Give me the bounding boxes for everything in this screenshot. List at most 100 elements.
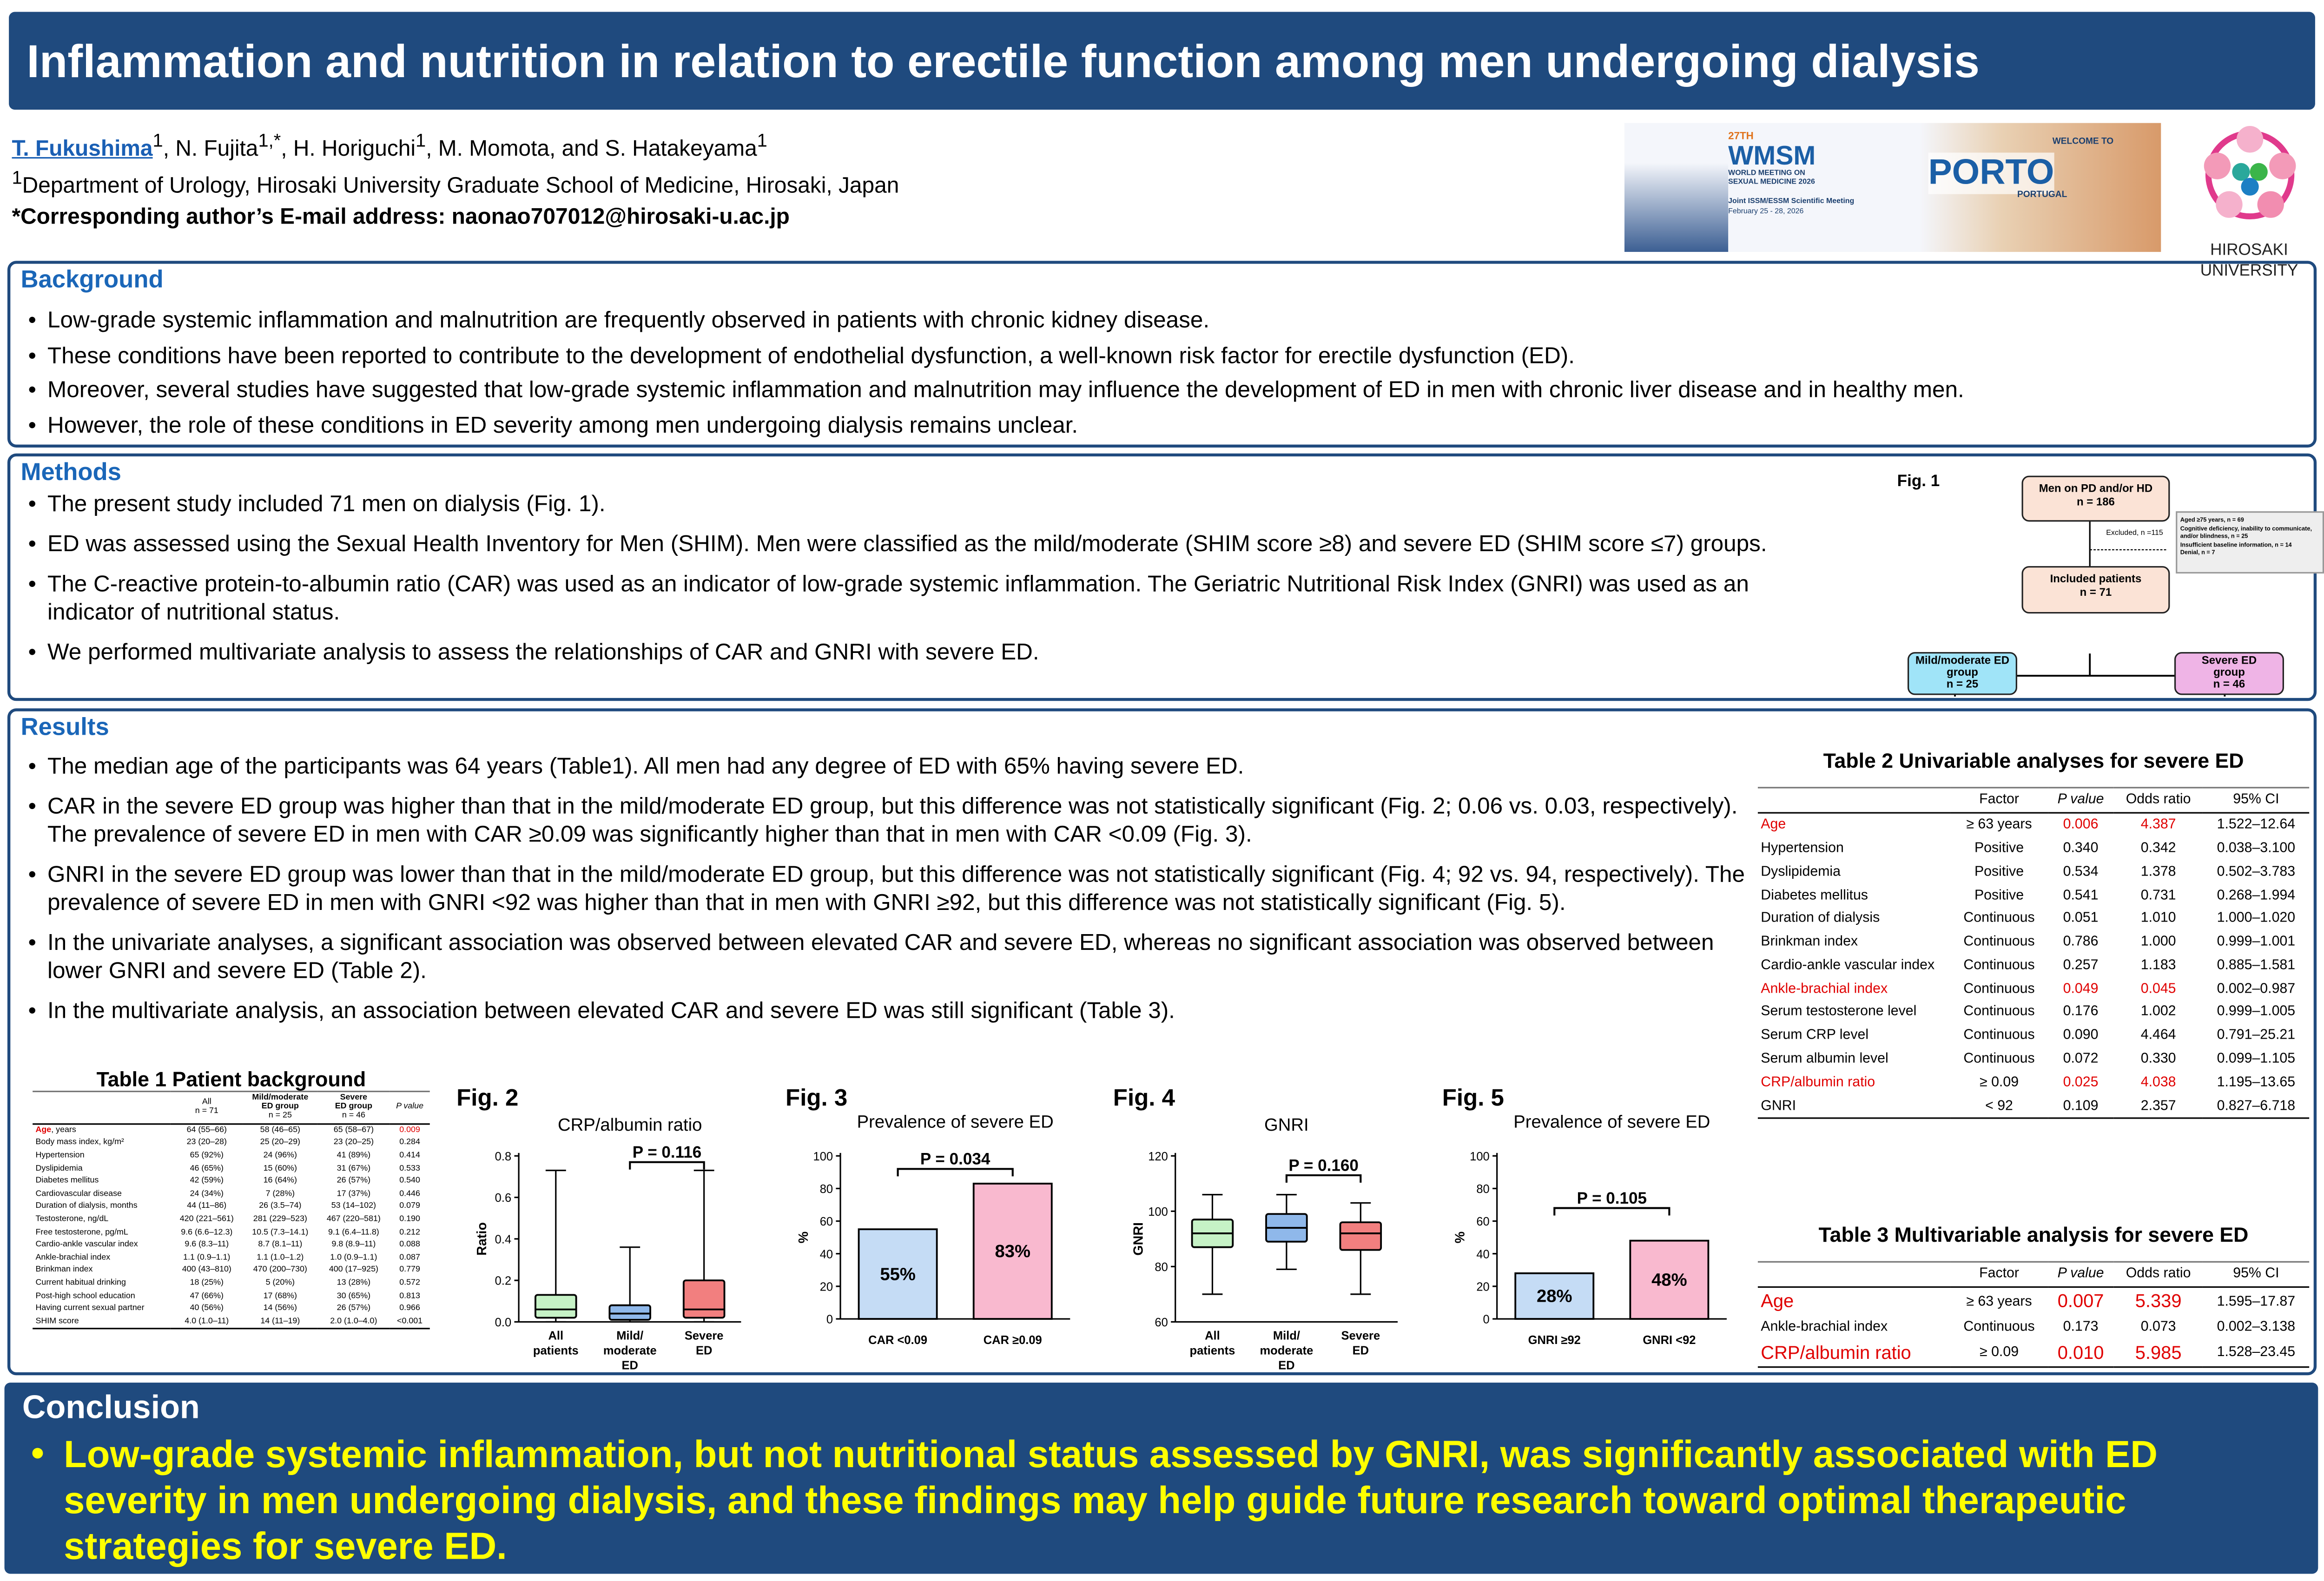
conference-banner: 27TH WMSM WORLD MEETING ON SEXUAL MEDICIN… — [1624, 123, 2161, 252]
flow-box-mild: Mild/moderate ED group n = 25 — [1907, 652, 2017, 695]
figure-3: Fig. 3 Prevalence of severe ED 0 20 40 60 80 10… — [781, 1082, 1085, 1386]
y-tick-label: 60 — [1476, 1215, 1489, 1228]
x-tick-label: ED — [1278, 1359, 1294, 1372]
figure-label: Fig. 2 — [456, 1084, 518, 1111]
box — [608, 1304, 651, 1321]
x-tick-label: patients — [533, 1344, 579, 1357]
data-label: 55% — [880, 1264, 916, 1284]
table-row: Body mass index, kg/m² 23 (20–28) 25 (20–2… — [35, 1139, 420, 1148]
affiliation: 1Department of Urology, Hirosaki Univers… — [12, 167, 899, 199]
p-value-annotation: P = 0.160 — [1288, 1156, 1358, 1174]
box — [535, 1294, 577, 1319]
table-2: Table 2 Univariable analyses for severe … — [1757, 748, 2310, 1119]
y-axis-label: % — [796, 1232, 811, 1244]
y-tick-label: 0 — [826, 1313, 833, 1326]
table-row: Cardio-ankle vascular index Continuous 0.2… — [1761, 957, 2296, 974]
table-row: Having current sexual partner 40 (56%) 14 … — [35, 1304, 420, 1313]
x-tick-label: ED — [696, 1344, 712, 1357]
first-author-link[interactable]: T. Fukushima — [12, 136, 153, 162]
y-tick-label: 0 — [1483, 1313, 1490, 1326]
x-tick-label: All — [1205, 1330, 1220, 1343]
x-tick-label: ED — [1353, 1344, 1369, 1357]
table-row: Testosterone, ng/dL 420 (221–561) 281 (229… — [35, 1215, 420, 1225]
y-tick-label: 40 — [820, 1248, 833, 1261]
background-section: Background Low-grade systemic inflammati… — [7, 261, 2317, 448]
y-axis-label: % — [1453, 1232, 1468, 1244]
table-row: Age, years 64 (55–66) 58 (46–65) 65 (58–67)… — [35, 1126, 420, 1135]
y-tick-label: 20 — [1476, 1280, 1489, 1293]
table-row: Duration of dialysis Continuous 0.051 1.010… — [1761, 910, 2296, 927]
table-row: Brinkman index 400 (43–810) 470 (200–730) 4… — [35, 1266, 420, 1275]
flow-box-severe: Severe ED group n = 46 — [2174, 652, 2284, 695]
x-tick-label: moderate — [1260, 1344, 1313, 1357]
bullet: Moreover, several studies have suggested… — [28, 376, 1964, 405]
bar — [972, 1182, 1053, 1320]
x-tick-label: Mild/ — [1273, 1330, 1300, 1343]
x-tick-label: All — [548, 1330, 564, 1343]
chart-title: CRP/albumin ratio — [558, 1115, 702, 1135]
x-tick-label: GNRI <92 — [1643, 1334, 1696, 1347]
y-tick-label: 80 — [1155, 1261, 1168, 1274]
y-tick-label: 0.8 — [495, 1150, 511, 1163]
table-row: Hypertension Positive 0.340 0.342 0.038–3.10… — [1761, 840, 2296, 856]
porto-skyline-image — [1624, 163, 1729, 252]
chart-title: Prevalence of severe ED — [857, 1112, 1054, 1132]
table-row: Diabetes mellitus 42 (59%) 16 (64%) 26 (57%… — [35, 1177, 420, 1186]
corresponding-author: *Corresponding author’s E-mail address: … — [12, 204, 790, 230]
x-tick-label: moderate — [603, 1344, 657, 1357]
y-tick-label: 40 — [1476, 1248, 1489, 1261]
table-row: Serum testosterone level Continuous 0.176 1… — [1761, 1004, 2296, 1021]
p-value-annotation: P = 0.116 — [633, 1143, 702, 1161]
figure-5: Fig. 5 Prevalence of severe ED 0 20 40 60 80 10… — [1438, 1082, 1742, 1386]
significance-bracket — [629, 1161, 705, 1170]
y-tick-label: 0.2 — [495, 1275, 511, 1288]
significance-bracket — [897, 1168, 1014, 1177]
y-tick-label: 20 — [820, 1280, 833, 1293]
table-row: Serum albumin level Continuous 0.072 0.330 0… — [1761, 1050, 2296, 1067]
cherry-blossom-icon — [2203, 126, 2295, 219]
y-tick-label: 120 — [1148, 1150, 1168, 1163]
conclusion-text: Low-grade systemic inflammation, but not… — [64, 1434, 2158, 1568]
y-tick-label: 100 — [813, 1150, 833, 1163]
hirosaki-university-logo: HIROSAKI UNIVERSITY — [2186, 119, 2312, 280]
flow-box-included: Included patients n = 71 — [2021, 566, 2170, 614]
conclusion-section: Conclusion • Low-grade systemic inflamma… — [4, 1383, 2318, 1574]
box — [682, 1279, 726, 1319]
x-tick-label: Severe — [1341, 1330, 1380, 1343]
significance-bracket — [1553, 1207, 1670, 1216]
table-row: Dyslipidemia Positive 0.534 1.378 0.502–3.78… — [1761, 863, 2296, 880]
table-row: Diabetes mellitus Positive 0.541 0.731 0.268… — [1761, 887, 2296, 903]
table-row: Cardiovascular disease 24 (34%) 7 (28%) 17 … — [35, 1190, 420, 1199]
table-row: Serum CRP level Continuous 0.090 4.464 0.791… — [1761, 1027, 2296, 1044]
table-row: Ankle-brachial index Continuous 0.173 0.073… — [1761, 1318, 2296, 1335]
x-tick-label: ED — [622, 1359, 638, 1372]
x-tick-label: Severe — [685, 1330, 724, 1343]
figure-label: Fig. 4 — [1113, 1084, 1175, 1111]
bar — [1629, 1239, 1710, 1320]
table-row: Current habitual drinking 18 (25%) 5 (20%)… — [35, 1278, 420, 1288]
table-row: Ankle-brachial index 1.1 (0.9–1.1) 1.1 (1.… — [35, 1253, 420, 1263]
table-row: Post-high school education 47 (66%) 17 (68… — [35, 1291, 420, 1301]
exclusion-reasons: Aged ≥75 years, n = 69 Cognitive deficien… — [2176, 511, 2324, 574]
table-row: Free testosterone, pg/mL 9.6 (6.6–12.3) 10… — [35, 1228, 420, 1237]
table-row: Age ≥ 63 years 0.007 5.339 1.595–17.87 — [1761, 1291, 2296, 1312]
p-value-annotation: P = 0.034 — [920, 1150, 990, 1168]
chart-title: Prevalence of severe ED — [1513, 1112, 1710, 1132]
data-label: 48% — [1651, 1270, 1687, 1290]
y-tick-label: 0.4 — [495, 1233, 511, 1246]
y-tick-label: 60 — [1155, 1316, 1168, 1329]
y-tick-label: 80 — [1476, 1183, 1489, 1196]
table-row: CRP/albumin ratio ≥ 0.09 0.010 5.985 1.528–2… — [1761, 1342, 2296, 1363]
table-1: Table 1 Patient background All n = 71 Mil… — [33, 1067, 430, 1330]
flow-box-enrolled: Men on PD and/or HD n = 186 — [2021, 475, 2170, 522]
x-tick-label: CAR <0.09 — [868, 1334, 927, 1347]
figure-4: Fig. 4 GNRI 60 80 100 120 GNRI All patients Mild/… — [1109, 1082, 1413, 1386]
x-tick-label: GNRI ≥92 — [1528, 1334, 1581, 1347]
p-value-annotation: P = 0.105 — [1577, 1189, 1647, 1207]
y-tick-label: 100 — [1470, 1150, 1490, 1163]
bullet: These conditions have been reported to c… — [28, 342, 1964, 370]
figure-label: Fig. 3 — [786, 1084, 847, 1111]
data-label: 28% — [1537, 1286, 1572, 1306]
table-row: Brinkman index Continuous 0.786 1.000 0.999–… — [1761, 934, 2296, 950]
figure-2: Fig. 2 CRP/albumin ratio 0.0 0.2 0.4 0.6 0.8 Ra… — [452, 1082, 756, 1386]
